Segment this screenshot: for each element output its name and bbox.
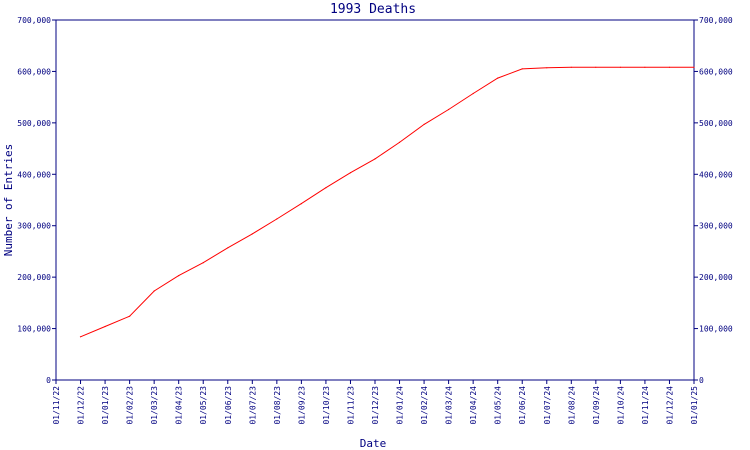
data-point — [79, 336, 82, 338]
x-tick-label: 01/08/23 — [273, 386, 282, 425]
x-axis-label: Date — [360, 437, 387, 450]
data-point — [300, 203, 302, 205]
x-tick-label: 01/01/24 — [396, 386, 405, 425]
x-tick-label: 01/11/22 — [52, 386, 61, 425]
x-tick-label: 01/10/24 — [616, 386, 625, 425]
data-point — [595, 66, 597, 68]
x-tick-label: 01/07/23 — [248, 386, 257, 425]
x-tick-label: 01/03/24 — [445, 386, 454, 425]
x-tick-label: 01/10/23 — [322, 386, 331, 425]
data-point — [521, 68, 523, 70]
plot-frame — [55, 19, 695, 381]
data-point — [398, 141, 401, 143]
x-tick-label: 01/12/22 — [77, 386, 86, 425]
y-tick-label-left: 500,000 — [17, 119, 51, 128]
x-tick-label: 01/06/24 — [518, 386, 527, 425]
y-tick-label-right: 400,000 — [699, 170, 733, 179]
data-point — [423, 123, 425, 125]
data-point — [448, 108, 450, 111]
data-point — [227, 247, 229, 249]
y-tick-label-left: 0 — [46, 376, 51, 385]
data-point — [570, 66, 572, 68]
x-tick-label: 01/01/23 — [101, 386, 110, 425]
y-ticks-right: 0 100,000 200,000 300,000 400,000 500,000 600,… — [694, 16, 733, 385]
x-ticks: 01/11/22 01/12/22 01/01/23 01/02/23 01/03/23… — [52, 380, 699, 425]
series-line — [80, 66, 694, 338]
y-tick-label-left: 200,000 — [17, 273, 51, 282]
chart-title: 1993 Deaths — [330, 2, 416, 17]
x-tick-label: 01/02/23 — [126, 386, 135, 425]
data-points — [79, 66, 695, 338]
y-tick-label-right: 700,000 — [699, 16, 733, 25]
data-point — [374, 158, 376, 160]
x-tick-label: 01/06/23 — [224, 386, 233, 425]
x-tick-label: 01/12/23 — [371, 386, 380, 425]
y-tick-label-left: 700,000 — [17, 16, 51, 25]
y-tick-label-left: 100,000 — [17, 325, 51, 334]
x-tick-label: 01/08/24 — [567, 386, 576, 425]
data-point — [129, 315, 131, 317]
data-point — [251, 233, 253, 235]
x-tick-label: 01/04/24 — [469, 386, 478, 425]
y-tick-label-left: 600,000 — [17, 67, 51, 76]
x-tick-label: 01/07/24 — [543, 386, 552, 425]
data-point — [325, 187, 327, 189]
x-tick-label: 01/05/24 — [494, 386, 503, 425]
y-tick-label-left: 400,000 — [17, 170, 51, 179]
x-tick-label: 01/09/23 — [297, 386, 306, 425]
data-point — [349, 172, 352, 174]
y-ticks-left: 0 100,000 200,000 300,000 400,000 500,000 600,… — [17, 16, 56, 385]
data-point — [472, 92, 474, 95]
data-point — [202, 262, 204, 264]
x-tick-label: 01/12/24 — [665, 386, 674, 425]
data-point — [668, 66, 671, 68]
y-tick-label-right: 300,000 — [699, 222, 733, 231]
data-point — [693, 66, 695, 68]
data-point — [644, 66, 646, 68]
y-axis-label: Number of Entries — [2, 144, 15, 257]
x-tick-label: 01/09/24 — [592, 386, 601, 425]
x-tick-label: 01/01/25 — [690, 386, 699, 425]
y-tick-label-left: 300,000 — [17, 222, 51, 231]
y-tick-label-right: 200,000 — [699, 273, 733, 282]
data-point — [153, 290, 155, 292]
data-point — [276, 218, 278, 220]
data-point — [546, 67, 548, 69]
data-point — [178, 275, 180, 277]
x-tick-label: 01/11/23 — [346, 386, 355, 425]
x-tick-label: 01/03/23 — [150, 386, 159, 425]
x-tick-label: 01/11/24 — [641, 386, 650, 425]
x-tick-label: 01/02/24 — [420, 386, 429, 425]
x-tick-label: 01/04/23 — [175, 386, 184, 425]
x-tick-label: 01/05/23 — [199, 386, 208, 425]
data-point — [619, 66, 622, 68]
y-tick-label-right: 600,000 — [699, 67, 733, 76]
y-tick-label-right: 500,000 — [699, 119, 733, 128]
data-point — [497, 77, 499, 79]
y-tick-label-right: 0 — [699, 376, 704, 385]
y-tick-label-right: 100,000 — [699, 325, 733, 334]
data-point — [104, 325, 106, 328]
